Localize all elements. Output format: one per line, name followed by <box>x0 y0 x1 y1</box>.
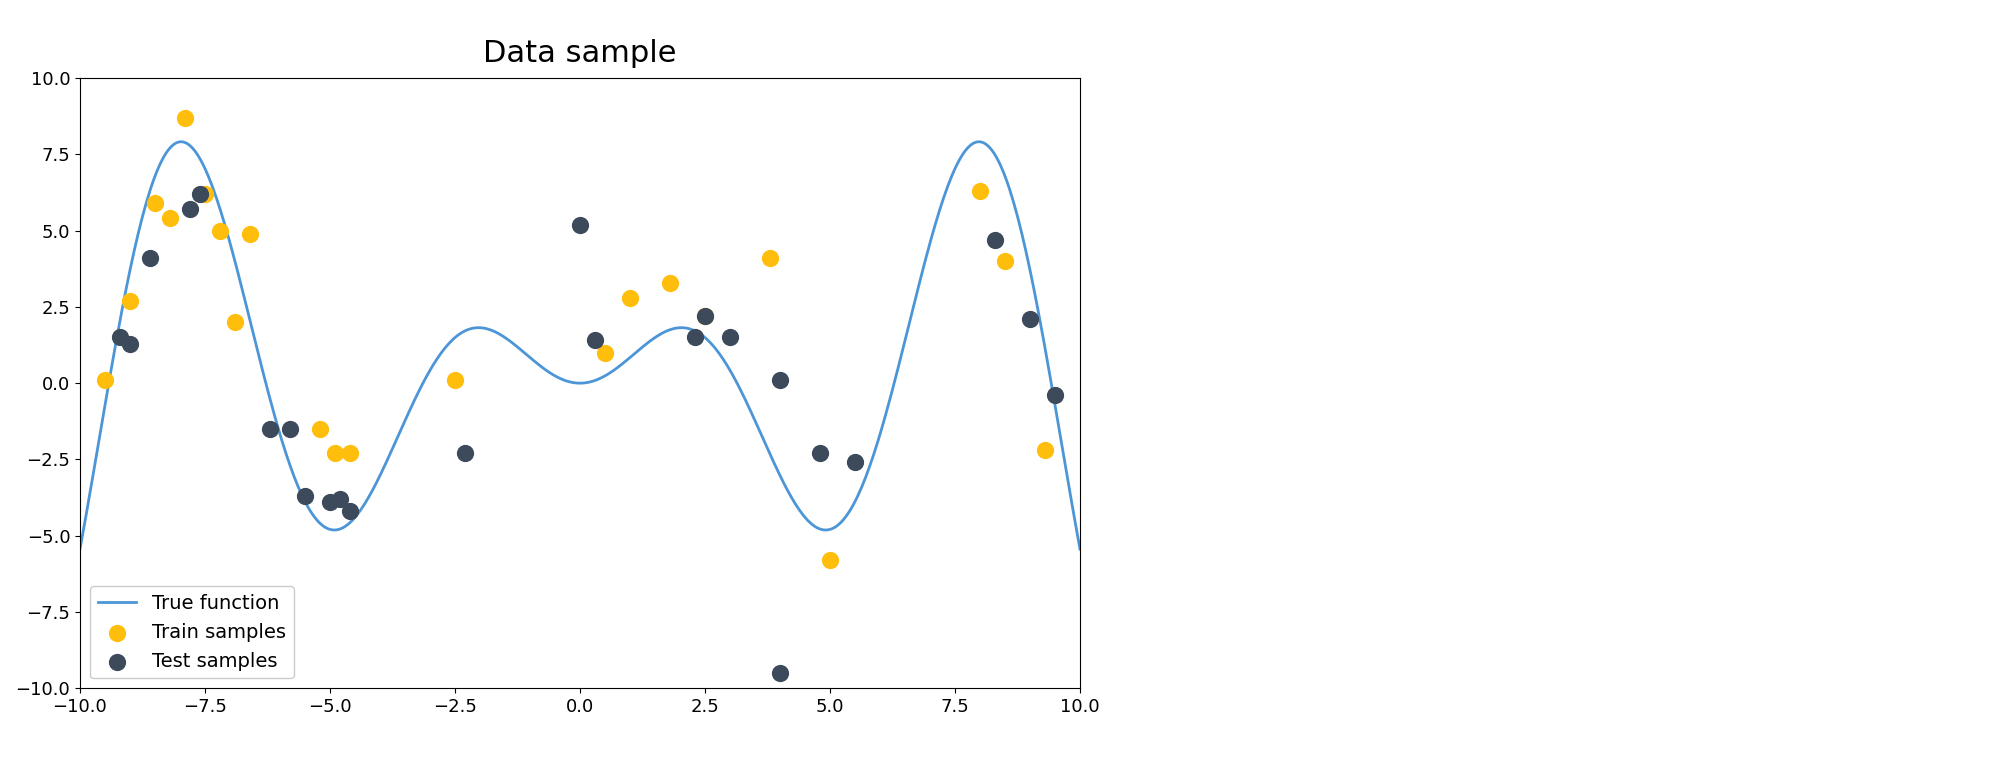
Test samples <box>448 447 482 460</box>
Test samples <box>324 493 356 505</box>
Train samples <box>1028 444 1060 457</box>
Test samples <box>104 331 136 343</box>
Test samples <box>980 234 1010 246</box>
Test samples <box>680 331 712 343</box>
True function <box>666 323 690 332</box>
Test samples <box>334 505 366 518</box>
Train samples <box>140 197 170 210</box>
Train samples <box>320 447 352 460</box>
True function <box>550 375 574 385</box>
Test samples <box>114 337 146 350</box>
True function <box>1046 418 1070 427</box>
Title: Data sample: Data sample <box>484 38 676 67</box>
Train samples <box>990 255 1022 267</box>
Test samples <box>840 456 872 468</box>
Test samples <box>314 496 346 508</box>
Line: True function: True function <box>80 142 1080 549</box>
True function <box>1068 544 1092 554</box>
Test samples <box>134 252 166 264</box>
Train samples <box>754 252 786 264</box>
Train samples <box>88 374 120 386</box>
Test samples <box>580 334 612 346</box>
Train samples <box>814 554 846 566</box>
Train samples <box>220 316 252 328</box>
Test samples <box>254 422 286 435</box>
Train samples <box>114 295 146 307</box>
Test samples <box>688 310 720 322</box>
Test samples <box>1040 389 1072 402</box>
Test samples <box>764 374 796 386</box>
Train samples <box>440 374 472 386</box>
Train samples <box>154 212 186 224</box>
True function <box>612 358 636 368</box>
Test samples <box>184 188 216 200</box>
True function <box>68 544 92 554</box>
Test samples <box>174 203 206 216</box>
Train samples <box>168 112 200 124</box>
True function <box>168 137 192 146</box>
Test samples <box>564 218 596 231</box>
Train samples <box>234 228 266 240</box>
Test samples <box>1014 313 1046 325</box>
Train samples <box>614 292 646 304</box>
Test samples <box>288 490 320 502</box>
Train samples <box>188 188 222 200</box>
Train samples <box>654 276 686 289</box>
Train samples <box>964 185 996 197</box>
Test samples <box>714 331 746 343</box>
Test samples <box>764 666 796 679</box>
Train samples <box>334 447 366 460</box>
True function <box>890 350 914 359</box>
Train samples <box>204 224 236 237</box>
Train samples <box>688 310 720 322</box>
True function <box>544 372 568 382</box>
Test samples <box>804 447 836 460</box>
Train samples <box>304 422 336 435</box>
Test samples <box>274 422 306 435</box>
Train samples <box>588 346 620 359</box>
Legend: True function, Train samples, Test samples: True function, Train samples, Test sampl… <box>90 586 294 679</box>
